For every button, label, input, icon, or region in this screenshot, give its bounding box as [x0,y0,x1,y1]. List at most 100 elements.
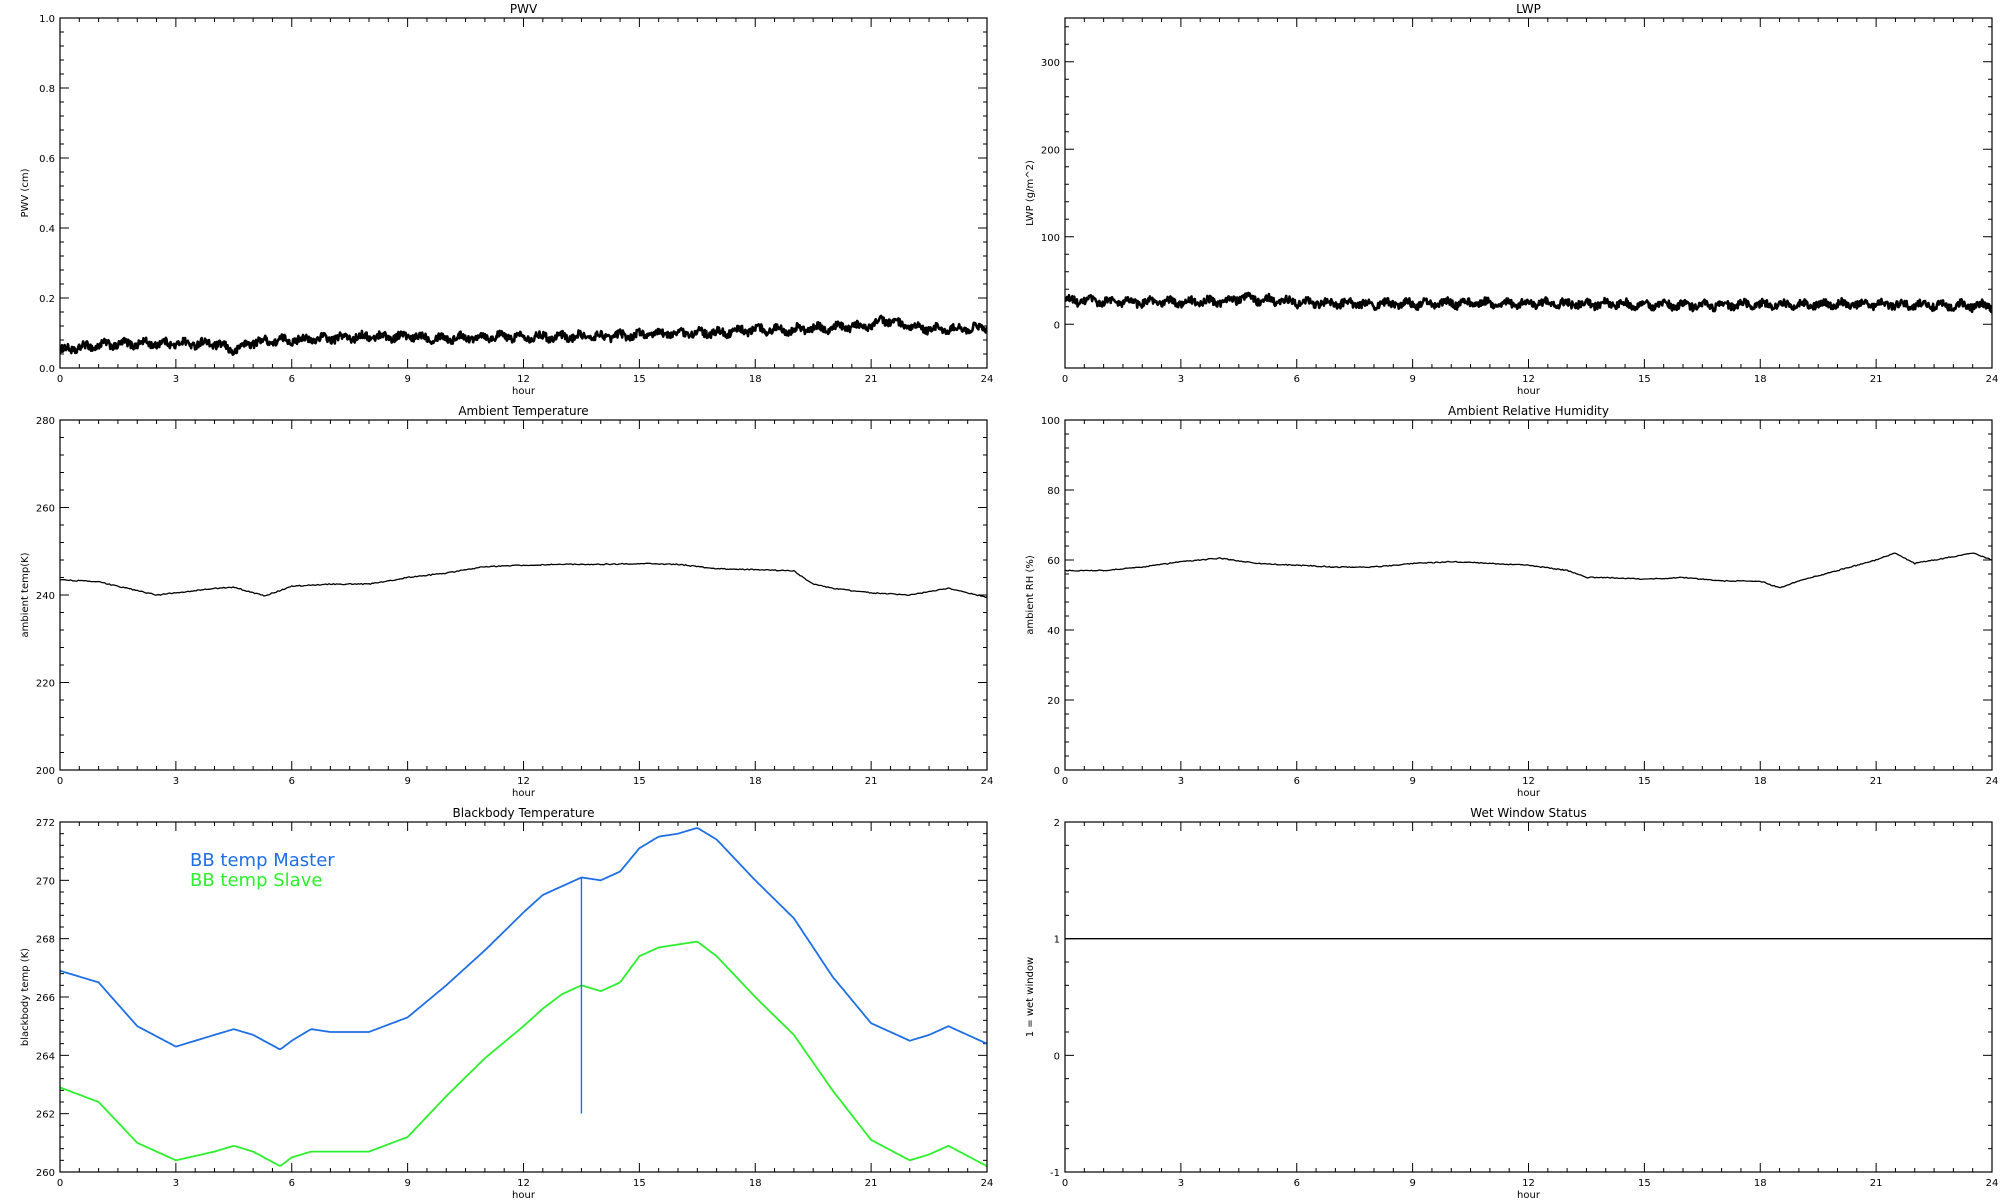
x-tick-label: 0 [1062,374,1068,385]
series-line-bb-temp-master [60,827,987,1050]
x-axis-label: hour [512,1190,536,1200]
x-tick-label: 0 [57,374,63,385]
y-tick-label: 240 [36,591,55,602]
y-axis-label: blackbody temp (K) [20,948,31,1046]
y-tick-label: 270 [36,876,55,887]
x-tick-label: 12 [1522,374,1535,385]
legend-entry: BB temp Master [190,850,335,871]
y-tick-label: 0.8 [39,84,55,95]
x-tick-label: 18 [749,1178,762,1189]
x-tick-label: 18 [1754,374,1767,385]
x-tick-label: 15 [1638,374,1651,385]
panel-bb_temp: Blackbody Temperature 0 3 6 9 12 15 18 21 24 260 26… [20,806,993,1200]
x-tick-label: 18 [1754,776,1767,787]
x-tick-label: 18 [1754,1178,1767,1189]
x-tick-label: 12 [1522,776,1535,787]
chart-title-pwv: PWV [510,2,538,16]
x-axis-label: hour [512,788,536,799]
x-tick-label: 21 [1870,1178,1883,1189]
x-tick-label: 6 [1294,1178,1300,1189]
y-tick-label: 200 [1041,145,1060,156]
x-tick-label: 9 [1409,1178,1415,1189]
y-tick-label: 260 [36,1168,55,1179]
x-tick-label: 6 [1294,776,1300,787]
plot-frame [59,419,988,771]
x-tick-label: 3 [173,374,179,385]
x-tick-label: 9 [404,374,410,385]
series-line-pwv [60,314,987,356]
y-tick-label: 80 [1047,486,1060,497]
y-tick-label: -1 [1050,1168,1060,1179]
series-line-lwp [1065,291,1992,314]
plot-frame [1064,821,1993,1173]
panel-ambient_rh: Ambient Relative Humidity 0 3 6 9 12 15 18 21 24 0… [1025,404,1998,799]
x-tick-label: 9 [1409,374,1415,385]
y-tick-label: 220 [36,679,55,690]
x-axis-label: hour [1517,788,1541,799]
x-tick-label: 9 [1409,776,1415,787]
y-tick-label: 0.2 [39,294,55,305]
x-tick-label: 6 [289,374,295,385]
y-tick-label: 1.0 [39,14,55,25]
x-tick-label: 18 [749,776,762,787]
chart-title-wet_window: Wet Window Status [1470,806,1586,820]
y-tick-label: 40 [1047,626,1060,637]
x-tick-label: 21 [1870,776,1883,787]
x-tick-label: 9 [404,776,410,787]
x-tick-label: 24 [981,374,994,385]
y-tick-label: 100 [1041,416,1060,427]
y-axis-label: ambient temp(K) [20,552,31,637]
panel-ambient_temp: Ambient Temperature 0 3 6 9 12 15 18 21 24 200 220 2… [20,404,993,799]
x-tick-label: 21 [865,776,878,787]
x-tick-label: 15 [633,1178,646,1189]
y-tick-label: 1 [1054,935,1060,946]
series-line-ambient_rh [1065,552,1992,589]
y-tick-label: 264 [36,1051,55,1062]
x-tick-label: 0 [57,1178,63,1189]
x-tick-label: 18 [749,374,762,385]
y-tick-label: 20 [1047,696,1060,707]
series-line-bb-temp-slave [60,940,987,1167]
y-tick-label: 0.6 [39,154,55,165]
x-tick-label: 15 [1638,1178,1651,1189]
x-tick-label: 0 [57,776,63,787]
y-tick-label: 200 [36,766,55,777]
y-tick-label: 0.4 [39,224,55,235]
y-tick-label: 262 [36,1110,55,1121]
plot-frame [1064,419,1993,771]
x-tick-label: 15 [633,374,646,385]
x-tick-label: 12 [517,374,530,385]
y-axis-label: PWV (cm) [20,168,31,217]
y-tick-label: 2 [1054,818,1060,829]
x-tick-label: 24 [1986,374,1999,385]
plot-frame [59,17,988,369]
x-tick-label: 15 [633,776,646,787]
y-tick-label: 0 [1054,1051,1060,1062]
chart-title-ambient_temp: Ambient Temperature [458,404,588,418]
chart-title-lwp: LWP [1516,2,1541,16]
x-tick-label: 15 [1638,776,1651,787]
x-tick-label: 6 [289,776,295,787]
x-tick-label: 12 [517,776,530,787]
panel-pwv: PWV 0 3 6 9 12 15 18 21 24 0.0 0.2 0.4 0.6 0.8 1.0 hour P… [20,2,993,397]
x-tick-label: 6 [1294,374,1300,385]
y-tick-label: 0.0 [39,364,55,375]
plot-frame [59,821,988,1173]
y-axis-label: 1 = wet window [1025,957,1036,1037]
x-tick-label: 21 [865,1178,878,1189]
x-tick-label: 3 [1178,1178,1184,1189]
x-tick-label: 21 [865,374,878,385]
x-tick-label: 3 [1178,776,1184,787]
y-tick-label: 266 [36,993,55,1004]
x-tick-label: 24 [1986,1178,1999,1189]
x-tick-label: 0 [1062,1178,1068,1189]
y-tick-label: 272 [36,818,55,829]
x-tick-label: 3 [173,776,179,787]
plot-frame [1064,17,1993,369]
x-tick-label: 3 [173,1178,179,1189]
x-tick-label: 24 [981,1178,994,1189]
x-tick-label: 0 [1062,776,1068,787]
chart-title-bb_temp: Blackbody Temperature [453,806,595,820]
